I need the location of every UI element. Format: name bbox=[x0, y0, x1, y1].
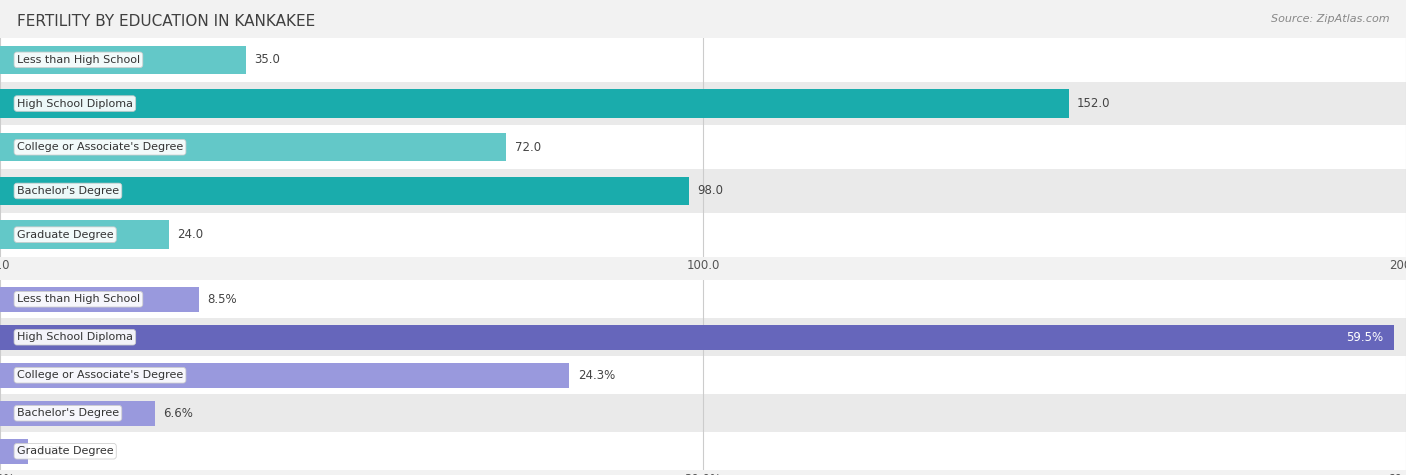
Bar bbox=[0, 89, 1069, 118]
Text: 8.5%: 8.5% bbox=[208, 293, 238, 306]
Text: College or Associate's Degree: College or Associate's Degree bbox=[17, 142, 183, 152]
Text: 152.0: 152.0 bbox=[1077, 97, 1111, 110]
Text: 35.0: 35.0 bbox=[254, 53, 280, 67]
Bar bbox=[0, 46, 246, 74]
Text: 98.0: 98.0 bbox=[697, 184, 723, 198]
Bar bbox=[0, 356, 1406, 394]
Text: 72.0: 72.0 bbox=[515, 141, 541, 154]
Text: Less than High School: Less than High School bbox=[17, 55, 141, 65]
Bar bbox=[0, 125, 1406, 169]
Text: Less than High School: Less than High School bbox=[17, 294, 141, 304]
Text: High School Diploma: High School Diploma bbox=[17, 98, 134, 109]
Text: 24.3%: 24.3% bbox=[578, 369, 614, 382]
Bar bbox=[0, 401, 155, 426]
Bar bbox=[0, 363, 569, 388]
Text: 1.2%: 1.2% bbox=[37, 445, 66, 458]
Bar bbox=[0, 82, 1406, 125]
Bar bbox=[0, 177, 689, 205]
Bar bbox=[0, 394, 1406, 432]
Bar bbox=[0, 287, 200, 312]
Bar bbox=[0, 133, 506, 162]
Text: High School Diploma: High School Diploma bbox=[17, 332, 134, 342]
Bar bbox=[0, 318, 1406, 356]
Bar bbox=[0, 38, 1406, 82]
Bar bbox=[0, 439, 28, 464]
Bar bbox=[0, 169, 1406, 213]
Text: Graduate Degree: Graduate Degree bbox=[17, 446, 114, 456]
Bar bbox=[0, 220, 169, 249]
Text: 59.5%: 59.5% bbox=[1346, 331, 1384, 344]
Text: Bachelor's Degree: Bachelor's Degree bbox=[17, 186, 120, 196]
Text: FERTILITY BY EDUCATION IN KANKAKEE: FERTILITY BY EDUCATION IN KANKAKEE bbox=[17, 14, 315, 29]
Bar bbox=[0, 432, 1406, 470]
Text: 24.0: 24.0 bbox=[177, 228, 204, 241]
Text: 6.6%: 6.6% bbox=[163, 407, 193, 420]
Text: Graduate Degree: Graduate Degree bbox=[17, 229, 114, 240]
Text: Source: ZipAtlas.com: Source: ZipAtlas.com bbox=[1271, 14, 1389, 24]
Text: College or Associate's Degree: College or Associate's Degree bbox=[17, 370, 183, 380]
Bar bbox=[0, 280, 1406, 318]
Bar bbox=[0, 325, 1395, 350]
Bar bbox=[0, 213, 1406, 256]
Text: Bachelor's Degree: Bachelor's Degree bbox=[17, 408, 120, 418]
